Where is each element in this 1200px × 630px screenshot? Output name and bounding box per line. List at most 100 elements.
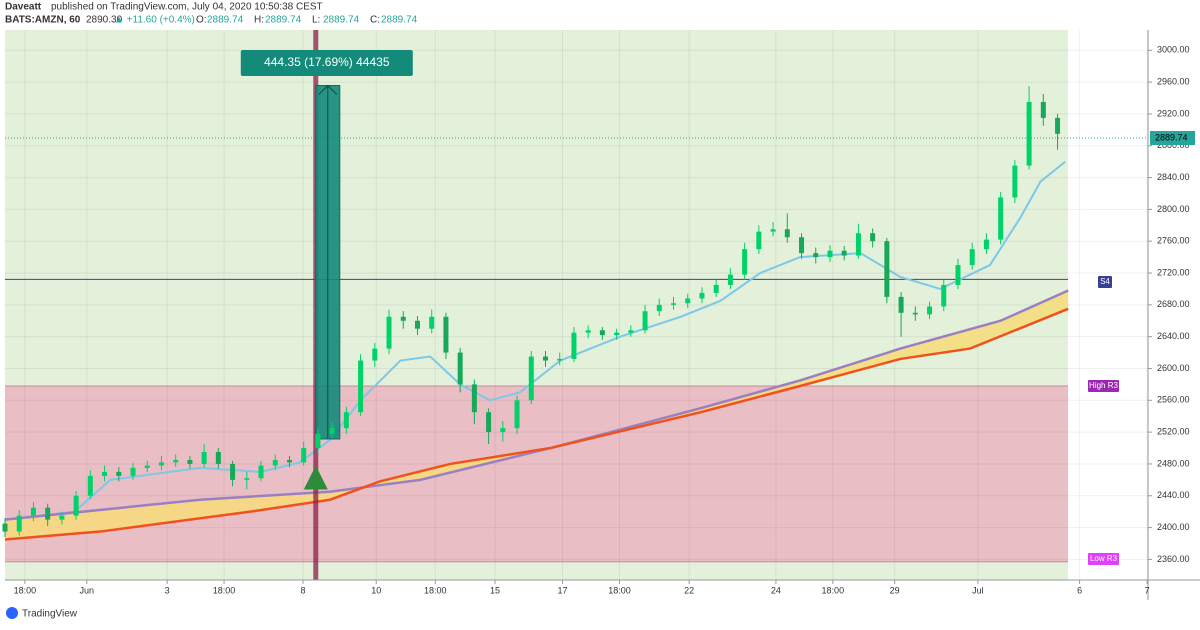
candle-body	[457, 352, 463, 385]
indicator-line	[4, 160, 1066, 521]
buy-signal	[303, 465, 328, 490]
candle-body	[187, 459, 193, 464]
measure-arrowhead	[318, 84, 338, 95]
candle-body	[656, 304, 662, 312]
candle-body	[258, 465, 264, 479]
candle-body	[713, 284, 719, 293]
candle-body	[173, 459, 179, 463]
candle-body	[756, 231, 762, 250]
y-tick-label: 2520.00	[1157, 426, 1190, 436]
y-tick-label: 2560.00	[1157, 395, 1190, 405]
x-tick-label: 15	[490, 585, 500, 595]
x-tick-label: 17	[558, 585, 568, 595]
candle-body	[87, 475, 93, 496]
candle-body	[912, 312, 918, 315]
indicator-line	[4, 307, 1069, 541]
candle-body	[443, 316, 449, 353]
ohlc-value: 2889.74	[265, 15, 302, 26]
last-price: 2890.30	[86, 15, 123, 26]
candle-body	[329, 428, 335, 434]
x-tick-label: 6	[1077, 585, 1082, 595]
candle-body	[429, 316, 435, 329]
y-tick-label: 2680.00	[1157, 299, 1190, 309]
publisher: Daveatt	[5, 2, 42, 13]
level-tag	[1098, 276, 1112, 288]
candle-body	[628, 330, 634, 333]
candle-body	[130, 467, 136, 476]
published: published on TradingView.com, July 04, 2…	[51, 2, 323, 13]
measure-label-bg	[240, 50, 413, 76]
x-tick-label: 3	[165, 585, 170, 595]
candle-body	[642, 311, 648, 331]
candle-body	[784, 229, 790, 238]
y-tick-label: 2880.00	[1157, 140, 1190, 150]
y-tick-label: 2760.00	[1157, 236, 1190, 246]
candle-body	[528, 356, 534, 401]
y-tick-label: 2720.00	[1157, 267, 1190, 277]
y-tick-label: 2840.00	[1157, 172, 1190, 182]
ohlc: O: 2889.74 H: 2889.74 L: 2889.74 C: 2889.74	[196, 15, 418, 26]
candle-body	[414, 320, 420, 329]
candle-body	[599, 330, 605, 336]
candle-body	[102, 471, 108, 476]
x-tick-label: 8	[300, 585, 305, 595]
candle-body	[770, 229, 776, 232]
candle-body	[30, 507, 36, 516]
candle-body	[514, 400, 520, 429]
candle-body	[983, 239, 989, 250]
candle-body	[343, 412, 349, 429]
x-tick-label: 18:00	[608, 585, 631, 595]
y-tick-label: 2440.00	[1157, 490, 1190, 500]
candle-body	[201, 452, 207, 464]
candle-body	[16, 515, 22, 532]
brand: TradingView	[22, 609, 78, 620]
candle-body	[116, 471, 122, 476]
candle-body	[386, 316, 392, 349]
price-tag-label: 2889.74	[1155, 132, 1188, 142]
y-tick-label: 2920.00	[1157, 108, 1190, 118]
y-tick-label: 2800.00	[1157, 204, 1190, 214]
candle-body	[358, 360, 364, 413]
logo-icon	[6, 607, 18, 619]
x-tick-label: 18:00	[14, 585, 37, 595]
candle-body	[799, 237, 805, 254]
x-tick-label: Jul	[972, 585, 984, 595]
candle-body	[998, 197, 1004, 240]
candle-body	[542, 356, 548, 361]
ohlc-label: C:	[370, 15, 380, 26]
level-tag	[1088, 553, 1119, 565]
candle-body	[301, 448, 307, 463]
candle-body	[1026, 101, 1032, 166]
ohlc-label: L:	[312, 15, 320, 26]
candle-body	[927, 306, 933, 315]
candle-body	[1040, 101, 1046, 118]
candle-body	[400, 316, 406, 321]
x-tick-label: 22	[684, 585, 694, 595]
y-tick-label: 2600.00	[1157, 363, 1190, 373]
level-label: Low R3	[1090, 554, 1118, 563]
symbol: BATS:AMZN, 60	[5, 15, 81, 26]
candle-body	[144, 465, 150, 468]
y-tick-label: 2640.00	[1157, 331, 1190, 341]
candle-body	[158, 462, 164, 466]
candle-body	[230, 463, 236, 480]
candle-body	[813, 253, 819, 258]
candle-body	[699, 292, 705, 299]
candle-body	[571, 332, 577, 359]
x-tick-label: 29	[890, 585, 900, 595]
candle-body	[45, 507, 51, 520]
candle-body	[841, 250, 847, 256]
candle-body	[471, 384, 477, 413]
candle-body	[941, 284, 947, 307]
level-label: S4	[1100, 277, 1110, 286]
candle-body	[855, 233, 861, 256]
candle-body	[1012, 165, 1018, 198]
logo	[6, 607, 18, 619]
x-tick-label: Jun	[80, 585, 95, 595]
candle-body	[898, 296, 904, 313]
candle-body	[59, 515, 65, 520]
ohlc-label: H:	[254, 15, 264, 26]
candle-body	[727, 274, 733, 285]
